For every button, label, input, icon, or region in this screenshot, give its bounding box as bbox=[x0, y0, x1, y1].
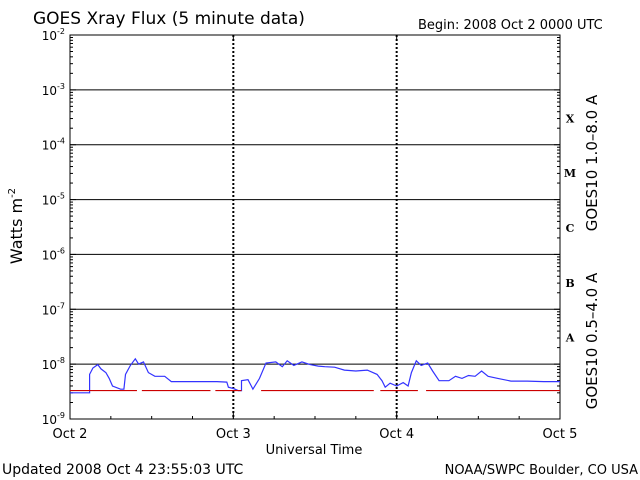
svg-text:Watts m-2: Watts m-2 bbox=[7, 188, 26, 264]
y-tick-label: 10-2 bbox=[42, 27, 65, 43]
begin-label: Begin: 2008 Oct 2 0000 UTC bbox=[418, 18, 603, 33]
flare-class-M: M bbox=[564, 167, 576, 180]
y-tick-label: 10-7 bbox=[42, 301, 65, 317]
legend-short: GOES10 0.5–4.0 A bbox=[583, 272, 601, 409]
y-axis-label-base: Watts m bbox=[7, 198, 26, 264]
legend-short-label: GOES10 0.5–4.0 A bbox=[583, 272, 601, 409]
y-tick-label: 10-6 bbox=[42, 246, 65, 262]
y-tick-label: 10-8 bbox=[42, 356, 65, 372]
chart-title: GOES Xray Flux (5 minute data) bbox=[33, 9, 305, 29]
x-axis-label: Universal Time bbox=[266, 443, 363, 458]
x-tick-label: Oct 3 bbox=[216, 427, 251, 442]
y-tick-label: 10-5 bbox=[42, 192, 65, 208]
flare-class-B: B bbox=[565, 277, 574, 290]
y-axis-label: Watts m-2 bbox=[7, 188, 26, 264]
flare-class-labels: A B C M X bbox=[564, 112, 576, 344]
flare-class-C: C bbox=[566, 222, 575, 235]
y-axis: 10-9 10-8 10-7 10-6 10-5 10-4 10-3 10-2 bbox=[42, 27, 560, 427]
x-tick-label: Oct 4 bbox=[379, 427, 414, 442]
series-layer bbox=[70, 357, 560, 394]
y-axis-label-sup: -2 bbox=[7, 188, 18, 198]
flare-class-X: X bbox=[566, 112, 575, 125]
legend-long: GOES10 1.0–8.0 A bbox=[583, 94, 601, 231]
y-tick-label: 10-3 bbox=[42, 82, 65, 98]
x-tick-label: Oct 5 bbox=[543, 427, 578, 442]
x-axis: Oct 2 Oct 3 Oct 4 Oct 5 bbox=[53, 35, 578, 442]
y-tick-label: 10-4 bbox=[42, 137, 65, 153]
plot-grid bbox=[70, 35, 560, 419]
series-long-line bbox=[70, 357, 560, 394]
x-tick-label: Oct 2 bbox=[53, 427, 88, 442]
updated-timestamp: Updated 2008 Oct 4 23:55:03 UTC bbox=[2, 462, 243, 478]
y-tick-label: 10-9 bbox=[42, 411, 65, 427]
legend-long-label: GOES10 1.0–8.0 A bbox=[583, 94, 601, 231]
source-credit: NOAA/SWPC Boulder, CO USA bbox=[445, 463, 638, 478]
flare-class-A: A bbox=[565, 332, 575, 345]
